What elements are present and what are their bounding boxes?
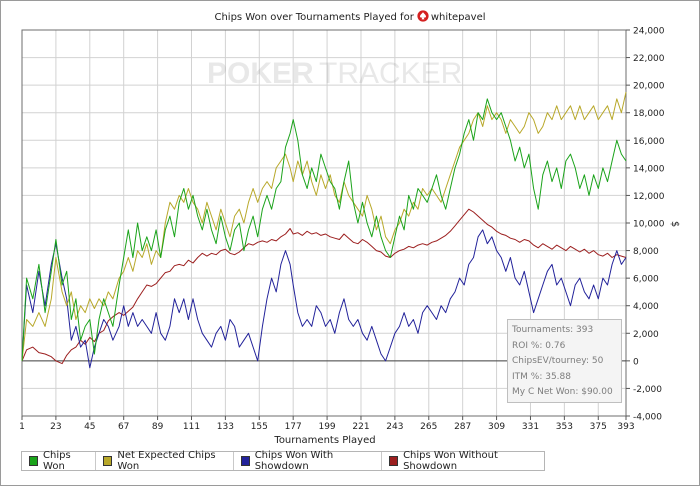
x-tick-label: 331 <box>522 422 539 432</box>
x-tick-label: 287 <box>454 422 471 432</box>
legend-item-without-showdown[interactable]: Chips Won Without Showdown <box>382 450 544 472</box>
y-tick-label: 2,000 <box>633 330 659 340</box>
player-name: whitepavel <box>430 12 486 23</box>
y-tick-label: 18,000 <box>633 109 665 119</box>
y-tick-label: 16,000 <box>633 137 665 147</box>
stat-chipsev: ChipsEV/tourney: 50 <box>512 356 604 366</box>
y-tick-label: 14,000 <box>633 164 665 174</box>
legend-swatch <box>388 456 399 466</box>
y-tick-label: 4,000 <box>633 302 659 312</box>
x-tick-label: 221 <box>352 422 369 432</box>
y-tick-label: -2,000 <box>633 385 662 395</box>
y-tick-label: 0 <box>633 357 639 367</box>
x-tick-label: 353 <box>556 422 573 432</box>
y-tick-label: 12,000 <box>633 192 665 202</box>
x-tick-label: 89 <box>152 422 164 432</box>
y-tick-label: 6,000 <box>633 275 659 285</box>
legend-item-net-expected[interactable]: Net Expected Chips Won <box>96 450 234 472</box>
x-tick-label: 1 <box>19 422 25 432</box>
legend-label: Chips Won With Showdown <box>254 450 334 472</box>
y-tick-label: 10,000 <box>633 220 665 230</box>
y-tick-label: 8,000 <box>633 247 659 257</box>
watermark-poker: POKER <box>207 57 314 90</box>
x-axis: 1 23 45 67 89 111 133 155 177 199 221 243 265 287 309 3… <box>19 416 635 432</box>
chart-title-text: Chips Won over Tournaments Played for <box>214 12 414 23</box>
legend-label: Chips Won Without Showdown <box>403 450 498 472</box>
watermark-tracker: TRACKER <box>319 57 462 90</box>
x-tick-label: 177 <box>285 422 302 432</box>
stats-box: Tournaments: 393 ROI %: 0.76 ChipsEV/tou… <box>507 319 622 403</box>
x-tick-label: 133 <box>217 422 234 432</box>
y-axis-label: $ <box>669 221 680 227</box>
x-tick-label: 155 <box>251 422 268 432</box>
series-line-net-expected-chips-won <box>21 91 627 361</box>
legend-item-chips-won[interactable]: Chips Won <box>22 450 97 472</box>
x-tick-label: 375 <box>590 422 607 432</box>
data-series <box>21 91 627 369</box>
legend-label: Chips Won <box>43 450 71 472</box>
stat-itm: ITM %: 35.88 <box>512 371 571 382</box>
x-tick-label: 23 <box>50 422 61 432</box>
y-tick-label: 24,000 <box>633 27 665 37</box>
x-tick-label: 265 <box>420 422 437 432</box>
x-tick-label: 67 <box>118 422 129 432</box>
x-tick-label: 243 <box>386 422 403 432</box>
chart-title: Chips Won over Tournaments Played for whi… <box>0 10 700 25</box>
y-tick-label: -4,000 <box>633 413 662 423</box>
stat-tournaments: Tournaments: 393 <box>512 325 594 335</box>
x-tick-label: 45 <box>84 422 95 432</box>
x-tick-label: 309 <box>488 422 505 432</box>
y-tick-label: 22,000 <box>633 54 665 64</box>
x-axis-label: Tournaments Played <box>273 435 375 446</box>
stat-net-won: My C Net Won: $90.00 <box>512 387 613 397</box>
series-line-chips-won-without-showdown <box>21 208 627 365</box>
legend-swatch <box>240 456 250 466</box>
legend-swatch <box>103 456 113 466</box>
series-line-chips-won <box>21 98 627 361</box>
y-tick-label: 20,000 <box>633 82 665 92</box>
x-tick-label: 199 <box>318 422 335 432</box>
pokertracker-watermark: POKER TRACKER <box>207 57 462 90</box>
stat-roi: ROI %: 0.76 <box>512 340 566 351</box>
x-tick-label: 111 <box>183 422 200 432</box>
y-axis: -4,000 -2,000 0 2,000 4,000 6,000 8,000 10,000 1… <box>626 27 665 423</box>
series-line-chips-won-with-showdown <box>21 229 627 369</box>
legend-swatch <box>29 456 39 466</box>
x-tick-label: 393 <box>617 422 634 432</box>
pokerstars-spade-icon <box>417 10 429 25</box>
legend: Chips Won Net Expected Chips Won Chips W… <box>21 450 545 472</box>
legend-item-with-showdown[interactable]: Chips Won With Showdown <box>234 450 382 472</box>
legend-label: Net Expected Chips Won <box>117 450 216 472</box>
